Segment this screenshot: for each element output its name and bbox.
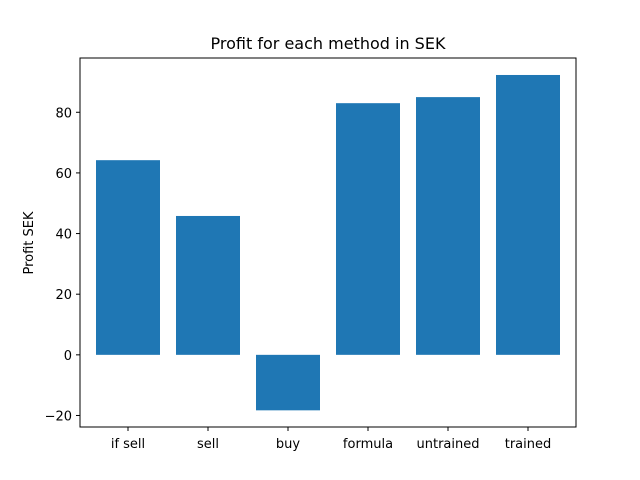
bar-sell <box>176 215 240 355</box>
y-tick-label: −20 <box>45 409 72 424</box>
bar-buy <box>256 354 320 411</box>
x-ticks-group: if sell sell buy formula untrained trained <box>111 427 551 452</box>
x-tick-label: buy <box>276 437 300 452</box>
bar-formula <box>336 103 400 355</box>
y-tick-label: 20 <box>55 288 72 303</box>
x-tick-label: if sell <box>111 437 145 452</box>
y-tick-label: 40 <box>55 228 72 243</box>
y-tick-label: 80 <box>55 106 72 121</box>
x-tick-label: untrained <box>417 437 480 452</box>
x-tick-label: formula <box>343 437 393 452</box>
plot-area-frame <box>79 57 577 428</box>
chart-title: Profit for each method in SEK <box>211 34 446 53</box>
y-ticks-group: −20 0 20 40 60 80 <box>45 106 80 424</box>
bar-untrained <box>416 97 480 355</box>
x-tick-label: trained <box>505 437 552 452</box>
bars-group <box>96 74 560 411</box>
bar-trained <box>496 74 560 355</box>
y-axis-label: Profit SEK <box>22 211 37 275</box>
x-tick-label: sell <box>197 437 219 452</box>
y-tick-label: 60 <box>55 167 72 182</box>
bar-if-sell <box>96 160 160 355</box>
y-tick-label: 0 <box>64 349 72 364</box>
